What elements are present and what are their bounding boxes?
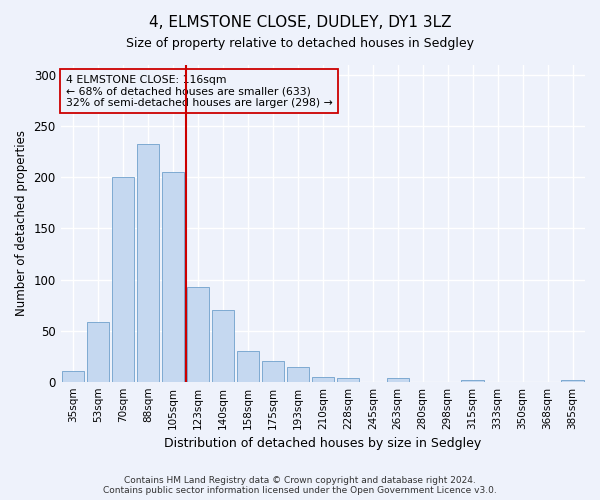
Text: Size of property relative to detached houses in Sedgley: Size of property relative to detached ho… (126, 38, 474, 51)
Bar (386, 378, 409, 382)
Text: 4 ELMSTONE CLOSE: 116sqm
← 68% of detached houses are smaller (633)
32% of semi-: 4 ELMSTONE CLOSE: 116sqm ← 68% of detach… (66, 74, 332, 108)
Bar (236, 351, 259, 382)
X-axis label: Distribution of detached houses by size in Sedgley: Distribution of detached houses by size … (164, 437, 481, 450)
Bar (212, 310, 234, 382)
Bar (187, 286, 209, 382)
Bar (287, 368, 309, 382)
Bar (62, 372, 85, 382)
Text: Contains HM Land Registry data © Crown copyright and database right 2024.
Contai: Contains HM Land Registry data © Crown c… (103, 476, 497, 495)
Bar (112, 178, 134, 382)
Bar (311, 376, 334, 382)
Y-axis label: Number of detached properties: Number of detached properties (15, 130, 28, 316)
Bar (262, 361, 284, 382)
Bar (561, 380, 584, 382)
Text: 4, ELMSTONE CLOSE, DUDLEY, DY1 3LZ: 4, ELMSTONE CLOSE, DUDLEY, DY1 3LZ (149, 15, 451, 30)
Bar (461, 380, 484, 382)
Bar (87, 322, 109, 382)
Bar (162, 172, 184, 382)
Bar (337, 378, 359, 382)
Bar (137, 144, 159, 382)
